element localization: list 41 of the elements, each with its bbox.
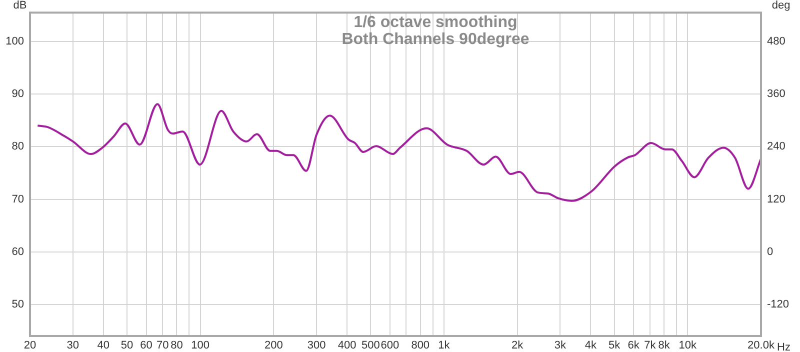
x-tick-label: 300 [307,340,326,352]
x-tick-label: 80 [170,340,183,352]
y-tick-label: 90 [12,88,24,100]
x-tick-label: 2k [512,340,524,352]
x-tick-label: 4k [584,340,597,352]
y2-tick-label: 240 [767,140,786,153]
y2-tick-label: -120 [767,298,790,310]
y-axis-title: dB [13,0,27,12]
y2-tick-label: 360 [767,88,786,100]
x-tick-label: 70 [156,340,169,352]
x-tick-label: 50 [120,340,134,352]
y2-tick-label: 0 [767,246,774,258]
y-tick-label: 100 [6,36,24,48]
x-tick-label: 30 [66,340,80,352]
x-tick-label: 3k [554,340,567,352]
x-tick-label: 800 [411,340,430,352]
x-tick-label: 60 [140,340,152,352]
x-axis-title: Hz [777,342,790,352]
chart-title: 1/6 octave smoothing [354,14,518,32]
x-tick-label: 1k [438,340,450,352]
y2-axis-title: deg [772,0,790,12]
y-tick-label: 60 [12,246,24,258]
x-tick-label: 400 [338,340,356,352]
y-tick-label: 80 [12,140,24,153]
x-tick-label: 100 [191,340,210,352]
x-tick-label: 200 [264,340,283,352]
y-tick-label: 50 [12,298,24,310]
x-tick-label: 600 [380,340,400,352]
x-tick-label: 500 [361,340,380,352]
text: Both Channels 90degree [342,31,530,48]
x-tick-label: 20.0k [748,340,775,352]
x-tick-label: 6k [628,340,640,352]
x-tick-label: 8k [658,340,670,352]
x-tick-label: 5k [608,340,621,352]
x-tick-label: 40 [97,340,110,352]
x-tick-label: 20 [24,340,36,352]
y2-tick-label: 480 [767,36,786,48]
x-tick-label: 7k [644,340,656,352]
y-tick-label: 70 [12,193,24,206]
y2-tick-label: 120 [767,193,786,206]
x-tick-label: 10k [678,340,698,352]
